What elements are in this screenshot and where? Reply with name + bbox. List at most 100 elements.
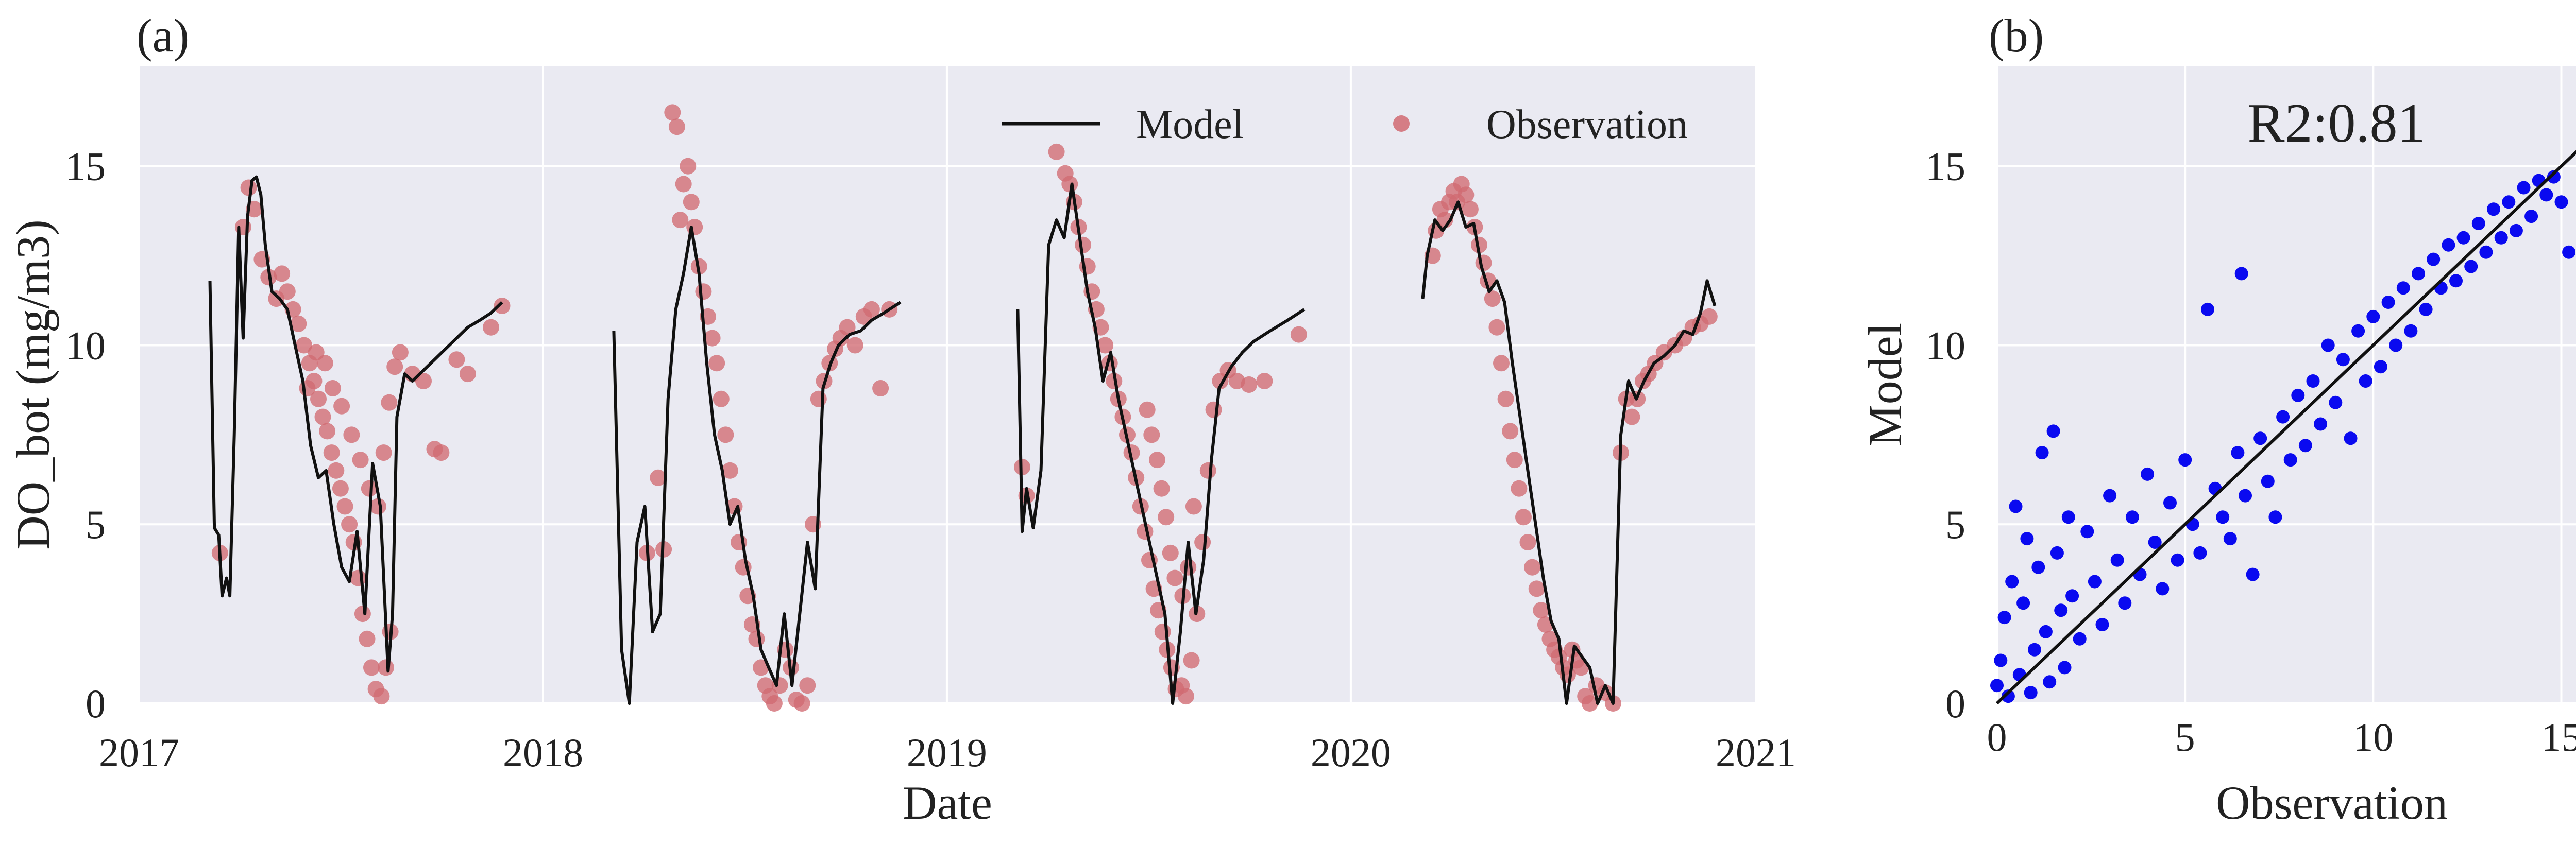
observation-point [1097, 337, 1114, 354]
scatter-point [2487, 202, 2500, 216]
observation-point [799, 677, 816, 694]
scatter-point [2494, 231, 2508, 245]
observation-point [1241, 376, 1258, 393]
observation-point [336, 498, 353, 515]
panel-a-x-tick-label: 2017 [99, 730, 179, 775]
scatter-point [2046, 424, 2060, 438]
model-line-segment [208, 175, 503, 673]
scatter-point [2427, 252, 2441, 266]
observation-point [333, 398, 350, 415]
scatter-point [2110, 553, 2124, 567]
panel-b-points [1990, 150, 2576, 705]
scatter-point [2216, 510, 2230, 524]
scatter-point [2261, 474, 2275, 488]
observation-point [361, 480, 378, 497]
observation-point [1143, 426, 1160, 443]
panel-b-y-tick-label: 10 [1925, 323, 1965, 368]
observation-point [359, 630, 376, 647]
observation-point [290, 315, 307, 332]
observation-point [1462, 201, 1479, 218]
observation-point [279, 283, 296, 300]
observation-point [1581, 695, 1598, 712]
observation-point [274, 265, 291, 282]
observation-point [1471, 236, 1487, 253]
r2-annotation: R2:0.81 [2247, 93, 2425, 154]
observation-point [1290, 326, 1307, 343]
observation-point [369, 498, 386, 515]
scatter-point [2283, 453, 2297, 467]
observation-point [341, 516, 358, 533]
observation-point [721, 462, 738, 479]
observation-point [713, 390, 730, 407]
scatter-point [2223, 532, 2237, 546]
observation-point [672, 212, 689, 229]
panel-b-x-tick-label: 0 [1987, 715, 2007, 759]
scatter-point [2201, 302, 2214, 316]
observation-point [1623, 408, 1640, 425]
observation-point [296, 337, 312, 354]
scatter-point [2088, 575, 2102, 589]
observation-point [1194, 534, 1211, 550]
observation-point [680, 158, 697, 175]
legend-observation-label: Observation [1486, 102, 1688, 147]
scatter-point [2193, 546, 2207, 560]
observation-point [314, 408, 331, 425]
observation-point [1205, 401, 1222, 418]
panel-a-x-tick-label: 2019 [907, 730, 987, 775]
observation-point [448, 351, 465, 368]
scatter-point [2464, 260, 2478, 273]
scatter-point [2502, 195, 2516, 209]
observation-point [1177, 688, 1194, 705]
panel-a-y-tick-label: 10 [65, 323, 106, 368]
legend-observation-marker [1393, 115, 1410, 132]
observation-point [846, 337, 863, 354]
scatter-point [2374, 360, 2387, 374]
scatter-point [2031, 560, 2045, 574]
observation-point [1458, 186, 1475, 203]
scatter-point [2073, 632, 2087, 646]
scatter-point [2298, 439, 2312, 453]
observation-point [1502, 423, 1519, 440]
scatter-point [2163, 496, 2177, 510]
observation-point [1511, 480, 1528, 497]
scatter-point [2141, 467, 2155, 481]
scatter-point [2329, 395, 2343, 409]
scatter-point [2231, 446, 2245, 460]
scatter-point [2291, 388, 2305, 402]
scatter-point [2351, 324, 2365, 338]
scatter-point [1994, 653, 2008, 667]
panel-a-grid [138, 66, 1757, 704]
scatter-point [2095, 618, 2109, 631]
panel-a-legend: Model Observation [1002, 102, 1688, 147]
panel-b-y-tick-label: 0 [1945, 681, 1965, 726]
observation-point [343, 426, 360, 443]
observation-point [1524, 559, 1541, 576]
scatter-point [2009, 499, 2023, 513]
scatter-point [2404, 324, 2418, 338]
scatter-point [2050, 546, 2064, 560]
observation-point [494, 298, 511, 314]
observation-point [1256, 373, 1273, 389]
panel-b: 0 5 10 15 0 5 10 15 (b) R2:0.81 Observation Mod… [1859, 9, 2576, 829]
scatter-point [1990, 679, 2004, 693]
scatter-point [2471, 217, 2485, 230]
observation-point [1162, 544, 1179, 561]
observation-point [433, 444, 450, 461]
panel-a-y-axis-label: DO_bot (mg/m3) [7, 219, 59, 549]
observation-point [363, 659, 380, 676]
observation-point [375, 444, 392, 461]
observation-point [753, 659, 770, 676]
model-line-segment [1421, 200, 1717, 705]
panel-b-plot-area [1997, 66, 2576, 703]
scatter-point [2314, 417, 2328, 431]
scatter-point [2419, 302, 2433, 316]
observation-point [695, 283, 712, 300]
scatter-point [2321, 338, 2335, 352]
panel-a-x-tick-label: 2021 [1716, 730, 1796, 775]
observation-point [650, 469, 667, 486]
scatter-point [2171, 553, 2184, 567]
observation-point [386, 358, 403, 375]
observation-point [459, 366, 476, 383]
panel-b-x-axis-label: Observation [2216, 776, 2448, 829]
scatter-point [2366, 309, 2380, 323]
